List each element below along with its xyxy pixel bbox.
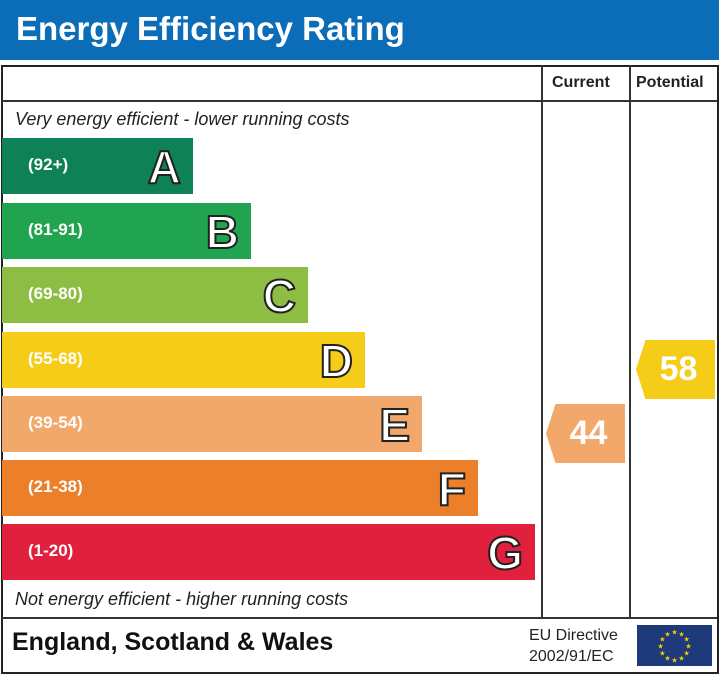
- band-range: (1-20): [28, 541, 74, 560]
- footer-divider: [1, 617, 717, 619]
- band-letter: A: [147, 140, 182, 194]
- star-icon: ★: [678, 655, 684, 663]
- star-icon: ★: [671, 657, 677, 665]
- star-icon: ★: [685, 643, 691, 651]
- star-icon: ★: [659, 650, 665, 658]
- band-c: (69-80) C: [2, 267, 308, 323]
- band-range: (39-54): [28, 413, 83, 432]
- column-divider: [629, 65, 631, 618]
- potential-rating-arrow: 58: [636, 340, 715, 399]
- band-range: (92+): [28, 155, 69, 174]
- star-icon: ★: [659, 636, 665, 644]
- header-divider: [1, 100, 717, 102]
- band-range: (81-91): [28, 220, 83, 239]
- band-range: (69-80): [28, 284, 83, 303]
- band-a: (92+) A: [2, 138, 193, 194]
- star-icon: ★: [657, 643, 663, 651]
- star-icon: ★: [671, 629, 677, 637]
- band-letter: E: [378, 398, 411, 452]
- band-letter: C: [262, 269, 297, 323]
- title-bar: [0, 0, 719, 60]
- eu-flag-icon: ★★★★★★★★★ ★ ★★: [637, 625, 712, 666]
- star-icon: ★: [683, 636, 689, 644]
- chart-title: Energy Efficiency Rating: [16, 10, 405, 47]
- band-letter: D: [319, 334, 354, 388]
- directive-line1: EU Directive: [529, 627, 618, 644]
- band-f: (21-38) F: [2, 460, 478, 516]
- top-note: Very energy efficient - lower running co…: [15, 109, 350, 129]
- bottom-note: Not energy efficient - higher running co…: [15, 589, 349, 609]
- directive-line2: 2002/91/EC: [529, 648, 614, 665]
- column-header-current: Current: [552, 74, 610, 91]
- band-e: (39-54) E: [2, 396, 422, 452]
- band-d: (55-68) D: [2, 332, 365, 388]
- band-range: (55-68): [28, 349, 83, 368]
- current-rating-arrow: 44: [546, 404, 625, 463]
- star-icon: ★: [678, 630, 684, 638]
- column-header-potential: Potential: [636, 74, 704, 91]
- star-icon: ★: [664, 655, 670, 663]
- band-b: (81-91) B: [2, 203, 251, 259]
- band-g: (1-20) G: [2, 524, 535, 580]
- band-letter: G: [486, 526, 524, 580]
- star-icon: ★: [664, 630, 670, 638]
- band-range: (21-38): [28, 477, 83, 496]
- band-letter: F: [437, 462, 467, 516]
- region-label: England, Scotland & Wales: [12, 628, 334, 656]
- column-divider: [541, 65, 543, 618]
- band-letter: B: [205, 205, 240, 259]
- star-icon: ★: [683, 650, 689, 658]
